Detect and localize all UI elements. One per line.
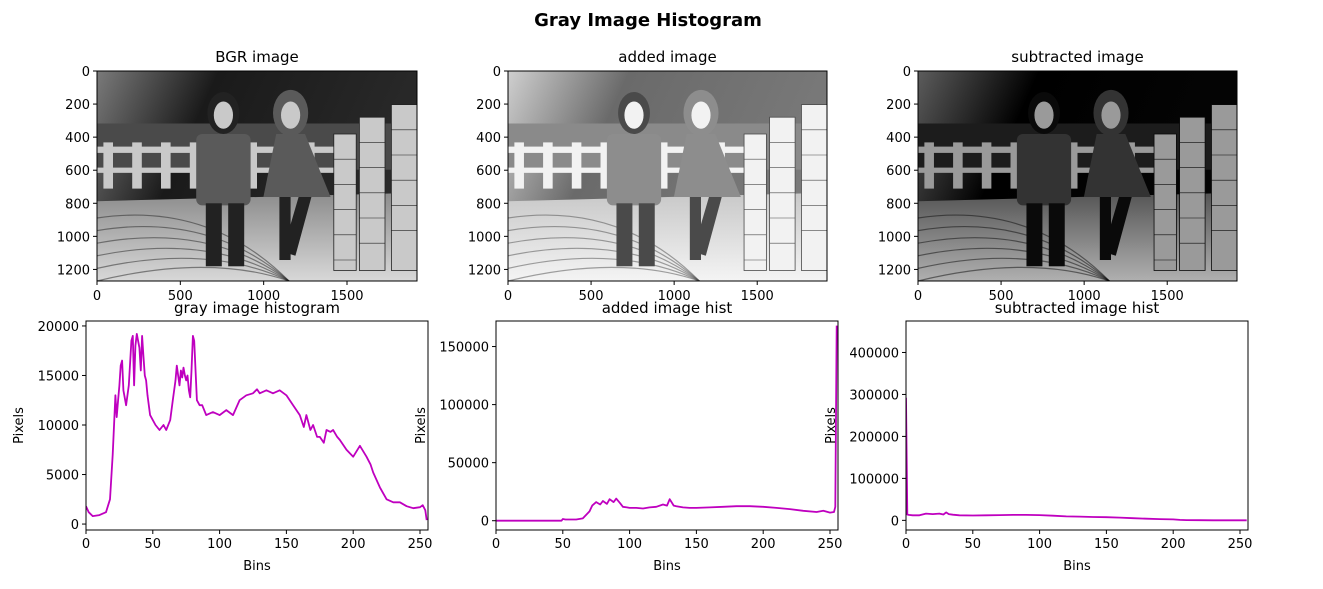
x-tick-label: 200 [341,537,366,552]
y-tick-label: 1200 [468,263,501,278]
y-tick-label: 5000 [46,469,79,484]
chart-axes-frame [905,320,1249,531]
x-tick-label: 150 [684,537,709,552]
y-tick-label: 20000 [38,320,79,335]
y-tick-label: 15000 [38,369,79,384]
x-axis-label: Bins [243,559,271,574]
y-tick-label: 200 [476,98,501,113]
histogram-line [496,325,838,522]
y-tick-label: 400 [65,131,90,146]
y-tick-label: 1200 [57,263,90,278]
y-tick-label: 200000 [849,430,899,445]
image-panel: added image 0 500 1000 1500 0 200 400 600 800 1000… [468,48,828,304]
x-tick-label: 100 [617,537,642,552]
y-tick-label: 0 [891,514,899,529]
image-title: subtracted image [1011,48,1143,66]
y-tick-label: 400 [886,131,911,146]
x-tick-label: 1500 [741,289,774,304]
x-tick-label: 1000 [1068,289,1101,304]
x-tick-label: 200 [1161,537,1186,552]
y-axis-label: Pixels [12,407,27,444]
y-tick-label: 0 [82,65,90,80]
chart-axes-frame [495,320,839,531]
x-tick-label: 0 [492,537,500,552]
histogram-line [906,397,1247,522]
y-tick-label: 0 [71,518,79,533]
x-tick-label: 1000 [247,289,280,304]
grayscale-photo [918,71,1237,281]
histogram-panels: 0 50 100 150 200 25005000100001500020000gray … [12,299,1252,574]
y-tick-label: 200 [65,98,90,113]
x-tick-label: 0 [914,289,922,304]
y-tick-label: 0 [481,515,489,530]
x-tick-label: 250 [818,537,843,552]
figure-suptitle: Gray Image Histogram [534,10,762,31]
y-tick-label: 300000 [849,388,899,403]
chart-title: subtracted image hist [995,299,1160,317]
y-tick-label: 150000 [439,341,489,356]
chart-title: gray image histogram [174,299,340,317]
x-tick-label: 0 [82,537,90,552]
y-tick-label: 600 [65,164,90,179]
x-tick-label: 50 [965,537,982,552]
image-title: added image [618,48,716,66]
y-tick-label: 400000 [849,346,899,361]
y-tick-label: 1000 [57,230,90,245]
x-tick-label: 50 [145,537,162,552]
image-panels: BGR image 0 500 1000 1500 0 200 400 600 800 1000 12… [57,48,1238,304]
x-tick-label: 1500 [330,289,363,304]
image-axes-frame [96,70,418,282]
x-tick-label: 150 [1094,537,1119,552]
y-tick-label: 1200 [878,263,911,278]
y-tick-label: 800 [65,197,90,212]
x-tick-label: 250 [408,537,433,552]
image-panel: BGR image 0 500 1000 1500 0 200 400 600 800 1000 12… [57,48,418,304]
y-tick-label: 0 [493,65,501,80]
y-tick-label: 800 [476,197,501,212]
histogram-line [86,332,428,521]
y-tick-label: 10000 [38,419,79,434]
y-tick-label: 200 [886,98,911,113]
x-tick-label: 1000 [658,289,691,304]
y-tick-label: 0 [903,65,911,80]
x-tick-label: 500 [168,289,193,304]
histogram-chart: 0 50 100 150 200 250 0 50000 100000 150000 added i… [414,299,842,574]
grayscale-photo [508,71,827,281]
x-tick-label: 250 [1228,537,1253,552]
x-tick-label: 50 [555,537,572,552]
x-tick-label: 1500 [1151,289,1184,304]
image-panel: subtracted image 0 500 1000 1500 0 200 400 600 80… [878,48,1238,304]
x-tick-label: 0 [504,289,512,304]
grayscale-photo [97,71,417,281]
x-axis-label: Bins [653,559,681,574]
chart-axes-frame [85,320,429,531]
x-axis-label: Bins [1063,559,1091,574]
x-tick-label: 100 [1027,537,1052,552]
histogram-chart: 0 50 100 150 200 250 0 100000 200000 300000 400000… [824,299,1252,574]
chart-title: added image hist [602,299,733,317]
y-tick-label: 100000 [439,399,489,414]
y-tick-label: 1000 [468,230,501,245]
y-tick-label: 600 [476,164,501,179]
y-tick-label: 50000 [448,457,489,472]
x-tick-label: 0 [902,537,910,552]
x-tick-label: 150 [274,537,299,552]
x-tick-label: 500 [579,289,604,304]
histogram-chart: 0 50 100 150 200 250 0 5000 10000 15000 20000 gray … [12,299,432,574]
image-axes-frame [917,70,1238,282]
y-axis-label: Pixels [824,407,839,444]
x-tick-label: 0 [93,289,101,304]
image-title: BGR image [215,48,299,66]
x-tick-label: 200 [751,537,776,552]
y-tick-label: 1000 [878,230,911,245]
x-tick-label: 500 [989,289,1014,304]
y-axis-label: Pixels [414,407,429,444]
y-tick-label: 400 [476,131,501,146]
x-tick-label: 100 [207,537,232,552]
image-axes-frame [507,70,828,282]
y-tick-label: 600 [886,164,911,179]
y-tick-label: 100000 [849,472,899,487]
y-tick-label: 800 [886,197,911,212]
